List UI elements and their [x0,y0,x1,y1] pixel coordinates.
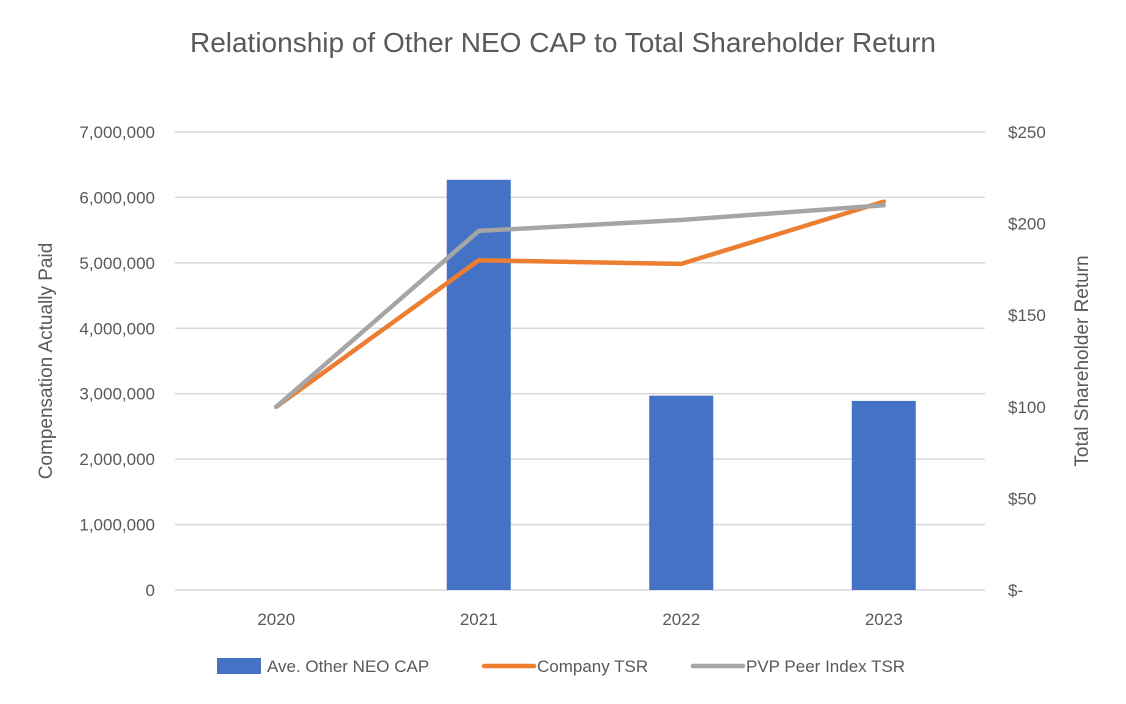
y-tick-label: 3,000,000 [79,385,155,404]
y-tick-label: 4,000,000 [79,319,155,338]
x-tick-label: 2023 [865,610,903,629]
y2-tick-label: $100 [1008,398,1046,417]
tick-labels: 0 1,000,000 2,000,000 3,000,000 4,000,000 5,0… [79,123,1045,629]
y2-tick-label: $50 [1008,489,1036,508]
x-tick-label: 2021 [460,610,498,629]
y-tick-label: 1,000,000 [79,516,155,535]
y2-axis-label: Total Shareholder Return [1072,255,1093,466]
y-tick-label: 5,000,000 [79,254,155,273]
y2-tick-label: $150 [1008,306,1046,325]
legend: Ave. Other NEO CAP Company TSR PVP Peer In… [217,657,905,676]
y-tick-label: 0 [146,581,155,600]
legend-swatch [217,658,261,674]
y-tick-label: 6,000,000 [79,188,155,207]
y2-tick-label: $200 [1008,215,1046,234]
bar-2021 [446,179,511,590]
y-tick-label: 7,000,000 [79,123,155,142]
x-tick-label: 2020 [257,610,295,629]
y2-tick-label: $- [1008,581,1023,600]
x-tick-label: 2022 [662,610,700,629]
lines [274,199,886,410]
series-line-2 [274,203,886,410]
bars [446,179,916,590]
legend-label: PVP Peer Index TSR [746,657,905,676]
bar-2022 [649,395,714,590]
y-tick-label: 2,000,000 [79,450,155,469]
y-axis-label: Compensation Actually Paid [36,243,57,480]
legend-label: Ave. Other NEO CAP [267,657,429,676]
chart-title: Relationship of Other NEO CAP to Total S… [190,27,936,58]
legend-label: Company TSR [537,657,648,676]
series-line-1 [274,199,886,410]
bar-2023 [851,400,916,590]
y2-tick-label: $250 [1008,123,1046,142]
